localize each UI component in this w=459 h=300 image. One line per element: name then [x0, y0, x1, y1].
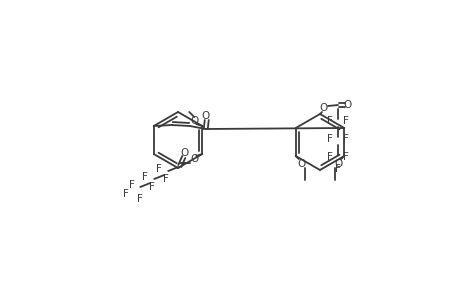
Text: O: O	[201, 111, 209, 121]
Text: F: F	[142, 172, 148, 182]
Text: F: F	[137, 194, 143, 204]
Text: O: O	[190, 154, 198, 164]
Text: F: F	[149, 182, 155, 192]
Text: F: F	[326, 134, 332, 144]
Text: F: F	[123, 189, 129, 199]
Text: O: O	[319, 103, 327, 113]
Text: F: F	[334, 164, 340, 174]
Text: F: F	[342, 116, 348, 126]
Text: F: F	[156, 164, 162, 174]
Text: F: F	[342, 152, 348, 162]
Text: O: O	[333, 159, 341, 169]
Text: O: O	[297, 159, 305, 169]
Text: O: O	[180, 148, 188, 158]
Text: F: F	[326, 152, 332, 162]
Text: F: F	[326, 116, 332, 126]
Text: O: O	[190, 116, 198, 126]
Text: O: O	[343, 100, 351, 110]
Text: F: F	[129, 180, 135, 190]
Text: F: F	[342, 134, 348, 144]
Text: F: F	[163, 174, 169, 184]
